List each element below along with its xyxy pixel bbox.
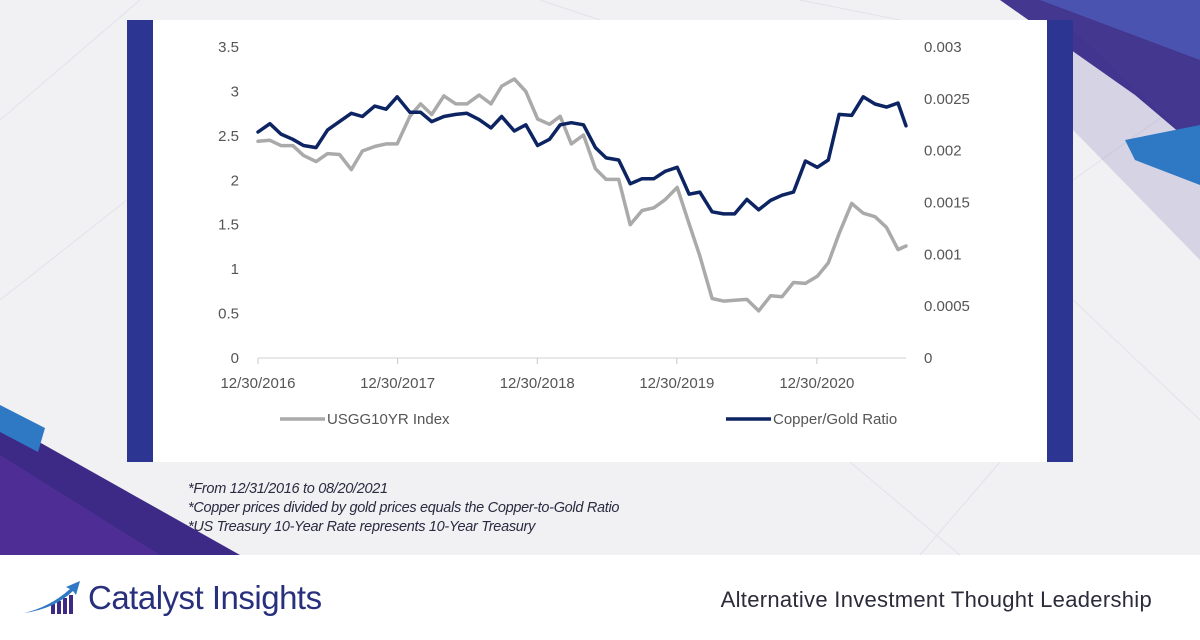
footer-bar: Catalyst Insights Alternative Investment… (0, 555, 1200, 640)
y-left-tick-label: 1.5 (218, 217, 239, 234)
footnote-copper-gold-definition: *Copper prices divided by gold prices eq… (188, 500, 620, 516)
y-left-tick-label: 3.5 (218, 39, 239, 56)
tagline: Alternative Investment Thought Leadershi… (720, 587, 1152, 612)
y-right-tick-label: 0.001 (924, 246, 962, 263)
copper-gold-ratio-line (256, 95, 908, 216)
footnote-date-range: *From 12/31/2016 to 08/20/2021 (188, 481, 388, 497)
y-left-tick-label: 0 (231, 350, 239, 367)
y-left-tick-label: 2.5 (218, 128, 239, 145)
y-left-tick-label: 3 (231, 83, 239, 100)
footnote-treasury-definition: *US Treasury 10-Year Rate represents 10-… (188, 519, 536, 535)
chart-panel: 3.5 3 2.5 2 1.5 1 0.5 0 0.003 0.0025 0.002 0.0015 0.… (127, 20, 1073, 462)
y-left-tick-label: 1 (231, 261, 239, 278)
usgg10yr-index-line (256, 77, 908, 313)
x-tick-label: 12/30/2020 (779, 375, 854, 392)
line-chart: 3.5 3 2.5 2 1.5 1 0.5 0 0.003 0.0025 0.002 0.0015 0.… (218, 39, 970, 428)
y-right-tick-label: 0.002 (924, 143, 962, 160)
brand-name: Catalyst Insights (88, 579, 322, 616)
y-left-tick-label: 0.5 (218, 306, 239, 323)
catalyst-logo-icon (24, 581, 80, 614)
y-right-tick-label: 0.0005 (924, 298, 970, 315)
footnotes: *From 12/31/2016 to 08/20/2021 *Copper p… (188, 480, 888, 537)
x-tick-label: 12/30/2018 (500, 375, 575, 392)
panel-right-bar (1047, 20, 1073, 462)
y-left-tick-label: 2 (231, 172, 239, 189)
y-right-tick-label: 0.0015 (924, 195, 970, 212)
x-tick-label: 12/30/2019 (639, 375, 714, 392)
y-right-tick-label: 0.003 (924, 39, 962, 56)
x-tick-label: 12/30/2016 (220, 375, 295, 392)
legend-label-copper-gold: Copper/Gold Ratio (773, 411, 897, 428)
y-right-tick-label: 0.0025 (924, 91, 970, 108)
y-right-tick-label: 0 (924, 350, 932, 367)
panel-left-bar (127, 20, 153, 462)
legend-label-usgg10yr: USGG10YR Index (327, 411, 450, 428)
x-tick-label: 12/30/2017 (360, 375, 435, 392)
